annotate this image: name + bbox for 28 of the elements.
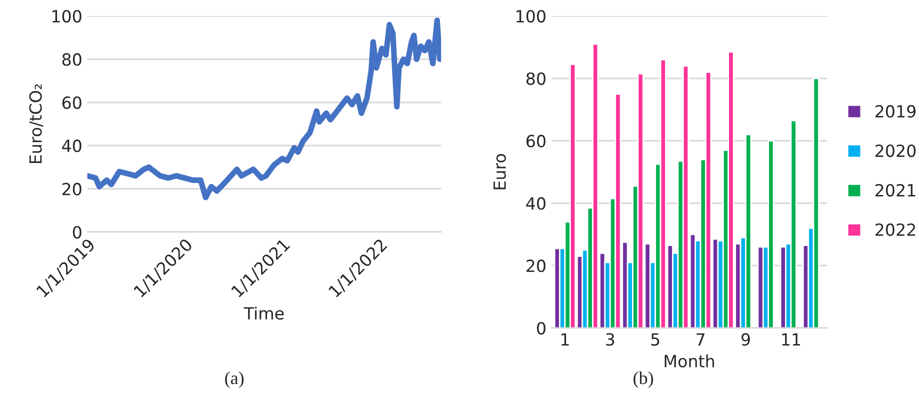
y-tick-label: 60: [62, 96, 82, 109]
x-tick-label: 5: [651, 333, 660, 346]
text: (b): [634, 371, 654, 388]
y-tick-label: 100: [52, 10, 82, 23]
y-tick-label: 0: [72, 226, 82, 239]
y-tick-label: 20: [526, 260, 546, 272]
y-axis-title: Euro/tCO₂: [29, 84, 44, 164]
text: (a): [225, 371, 244, 388]
y-axis-title: Euro: [494, 154, 506, 190]
x-tick-label: 7: [696, 333, 704, 346]
y-tick-label: 80: [62, 53, 82, 66]
y-tick-label: 60: [526, 134, 546, 148]
y-tick-label: 100: [516, 10, 546, 23]
x-tick-label: 1: [561, 333, 569, 346]
y-tick-label: 40: [62, 140, 82, 152]
x-axis-title: Month: [664, 354, 714, 368]
y-tick-label: 0: [537, 322, 546, 335]
legend-label: 2019: [876, 105, 916, 118]
y-tick-label: 20: [62, 182, 82, 196]
legend-label: 2020: [876, 144, 916, 158]
legend-label: 2022: [876, 223, 916, 236]
y-tick-label: 40: [526, 197, 546, 210]
x-tick-label: 11: [782, 333, 800, 346]
legend-label: 2021: [876, 184, 916, 197]
x-axis-title: Time: [244, 306, 284, 320]
y-tick-label: 80: [526, 72, 546, 85]
x-tick-label: 3: [606, 333, 614, 346]
x-tick-label: 9: [741, 333, 750, 346]
